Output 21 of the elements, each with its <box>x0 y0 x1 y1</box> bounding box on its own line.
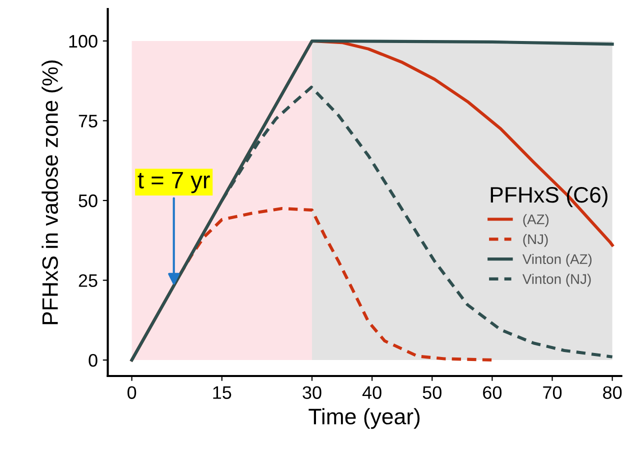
x-tick-label: 70 <box>543 386 562 399</box>
x-tick-label: 60 <box>483 386 502 399</box>
x-tick-label: 15 <box>213 386 232 399</box>
x-tick-label: 80 <box>603 386 622 399</box>
x-tick-label: 0 <box>127 386 136 399</box>
legend-label: (NJ) <box>523 234 548 247</box>
legend-label: Vinton (NJ) <box>522 274 591 287</box>
x-tick-label: 30 <box>302 386 322 399</box>
x-axis-title: Time (year) <box>308 408 420 429</box>
y-tick-label: 50 <box>78 194 98 208</box>
y-tick-label: 25 <box>78 274 98 287</box>
annotation: t = 7 yr <box>138 172 210 194</box>
y-tick-label: 0 <box>88 354 98 367</box>
x-tick-label: 40 <box>362 386 382 399</box>
legend-label: (AZ) <box>523 214 549 228</box>
legend-label: Vinton (AZ) <box>522 254 592 267</box>
x-tick-label: 50 <box>422 386 442 399</box>
y-axis-title: PFHxS in vadose zone (%) <box>42 60 62 324</box>
y-tick-label: 100 <box>69 34 98 48</box>
line-series <box>130 39 614 362</box>
y-tick-label: 75 <box>78 114 98 128</box>
